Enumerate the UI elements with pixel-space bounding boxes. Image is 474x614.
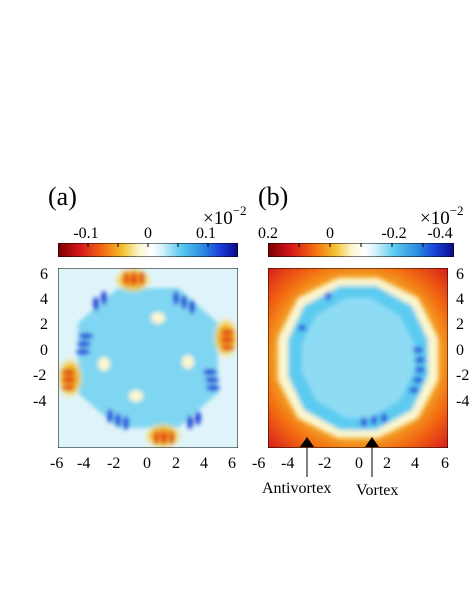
x-tick-a: 0 <box>143 455 151 472</box>
colorbar-a-multiplier: ×10−2 <box>203 203 247 229</box>
x-tick-b: 6 <box>441 455 449 472</box>
antivortex-marker <box>300 437 314 477</box>
y-tick-a: 6 <box>40 266 48 283</box>
x-tick-b: 2 <box>383 455 391 472</box>
colorbar-a-tick: 0.1 <box>196 225 216 242</box>
x-tick-b: -4 <box>281 455 295 472</box>
colorbar-b-tick: 0.2 <box>258 225 278 242</box>
y-tick-a: -2 <box>33 367 47 384</box>
x-tick-b: 4 <box>411 455 419 472</box>
colorbar-b-multiplier: ×10−2 <box>420 203 464 229</box>
y-tick-a: 0 <box>40 342 48 359</box>
x-tick-a: 6 <box>228 455 236 472</box>
y-tick-a: 4 <box>40 291 48 308</box>
colorbar-a-tick: -0.1 <box>73 225 99 242</box>
x-tick-b: -6 <box>252 455 266 472</box>
y-tick-b: 2 <box>456 316 464 333</box>
colorbar-b <box>268 243 454 257</box>
x-tick-b: 0 <box>355 455 363 472</box>
panel-a-label: (a) <box>48 182 77 211</box>
y-tick-a: -4 <box>33 393 47 410</box>
x-tick-b: -2 <box>318 455 332 472</box>
y-tick-b: -2 <box>456 367 470 384</box>
y-tick-a: 2 <box>40 316 48 333</box>
x-tick-a: -6 <box>50 455 64 472</box>
x-tick-a: 2 <box>172 455 180 472</box>
heatmap-b <box>268 268 448 448</box>
colorbar-a <box>58 243 238 257</box>
colorbar-b-tick: 0 <box>326 225 334 242</box>
colorbar-b-tick: -0.4 <box>427 225 453 242</box>
y-tick-b: -4 <box>456 393 470 410</box>
y-tick-b: 4 <box>456 291 464 308</box>
x-tick-a: -2 <box>107 455 121 472</box>
heatmap-a <box>58 268 238 448</box>
vortex-marker <box>365 437 379 477</box>
antivortex-label: Antivortex <box>262 480 332 497</box>
x-tick-a: 4 <box>200 455 208 472</box>
panel-b-label: (b) <box>258 182 289 211</box>
x-tick-a: -4 <box>77 455 91 472</box>
y-tick-b: 6 <box>456 266 464 283</box>
y-tick-b: 0 <box>456 342 464 359</box>
colorbar-b-tick: -0.2 <box>381 225 407 242</box>
vortex-label: Vortex <box>356 482 399 499</box>
colorbar-a-tick: 0 <box>144 225 152 242</box>
